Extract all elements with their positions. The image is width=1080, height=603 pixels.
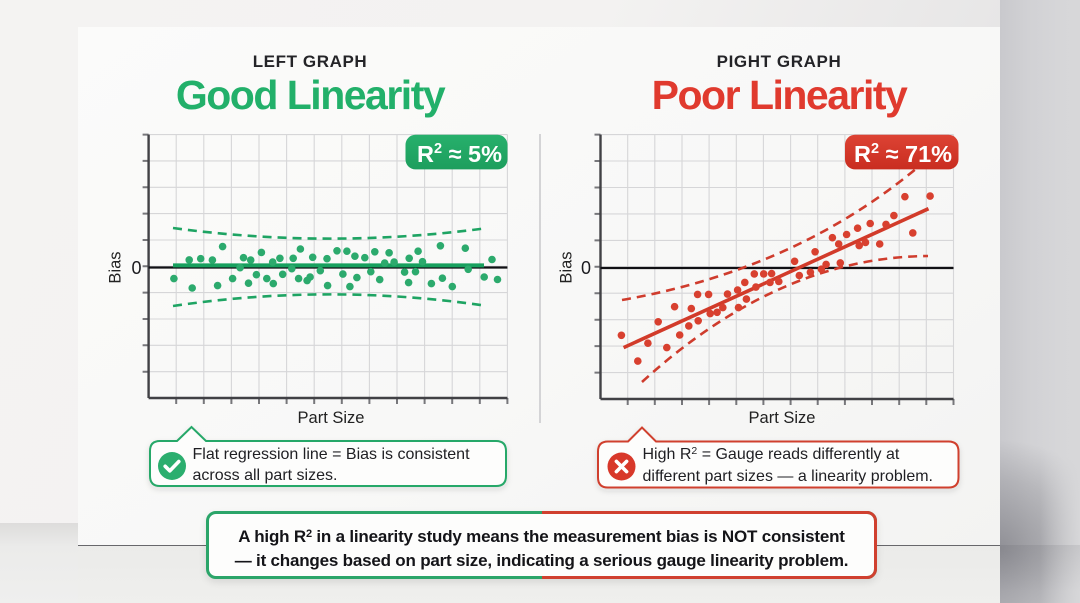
svg-text:R2 ≈ 71%: R2 ≈ 71% [854,141,952,167]
svg-text:R2 ≈ 5%: R2 ≈ 5% [417,141,502,167]
